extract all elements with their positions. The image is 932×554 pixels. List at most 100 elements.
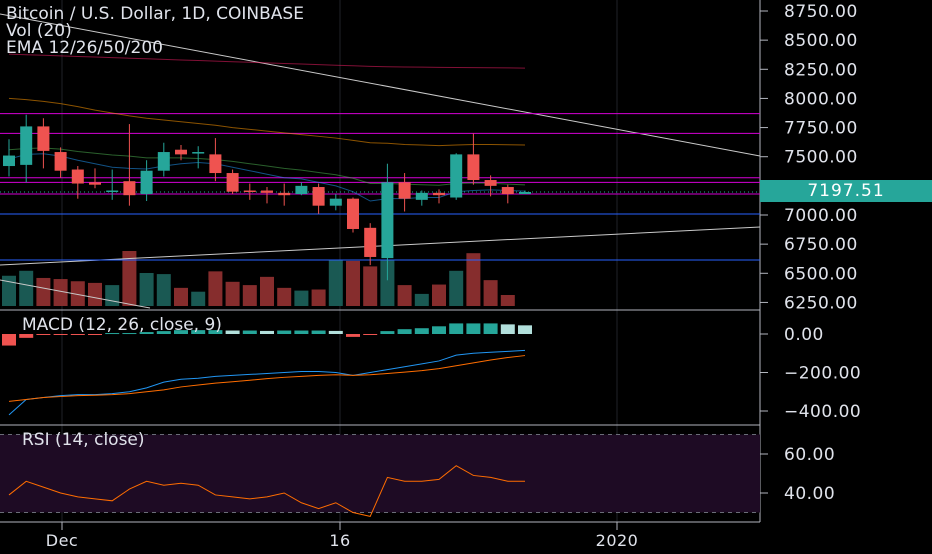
candle-body [312,187,325,206]
macd-histogram-bar [466,323,481,334]
volume-bar [328,259,343,306]
macd-histogram-bar [191,330,206,334]
macd-histogram-bar [294,330,309,334]
candle-body [329,198,342,206]
candle-body [433,192,445,196]
macd-signal-line [8,355,526,402]
candle-body [484,180,497,186]
macd-histogram-bar [88,334,102,335]
candle-body [467,154,480,181]
candle-body [71,169,84,184]
macd-histogram-bar [19,334,34,338]
macd-histogram-bar [260,330,274,334]
macd-histogram-bar [363,334,378,335]
trendline-volume [0,279,151,309]
candle-body [209,154,222,174]
candle-body [140,170,153,195]
trendline-ascending [0,226,761,266]
volume-bar [483,280,498,306]
macd-histogram-bar [500,324,515,334]
ema-line [8,53,526,69]
macd-histogram-bar [328,330,343,334]
macd-pane-title[interactable]: MACD (12, 26, close, 9) [22,315,222,335]
volume-bar [174,287,188,306]
time-tick-label: 16 [329,531,350,550]
price-tick-label: 7000.00 [784,206,858,226]
volume-bar [311,289,326,306]
volume-bar [191,291,206,306]
candle-body [519,191,531,195]
candle-body [243,190,256,193]
macd-histogram-bar [277,330,292,334]
candle-body [192,152,205,154]
macd-line [8,349,526,416]
macd-histogram-bar [414,328,429,334]
macd-histogram-bar [397,329,412,334]
price-tick-label: 7750.00 [784,119,858,139]
volume-bar [225,281,240,306]
time-tick-label: Dec [46,531,78,550]
macd-tick-label: −200.00 [784,364,861,384]
symbol-title[interactable]: Bitcoin / U.S. Dollar, 1D, COINBASE [6,4,304,24]
candle-body [123,181,136,196]
macd-histogram-bar [483,323,498,334]
macd-histogram-bar [311,330,326,334]
price-tick-label: 8000.00 [784,89,858,109]
volume-bar [414,293,429,306]
macd-histogram-bar [380,331,395,334]
volume-bar [19,270,34,306]
candle-body [278,192,291,196]
macd-histogram-bar [208,330,223,334]
volume-bar [105,285,120,306]
volume-bar [294,290,309,306]
macd-tick-label: −400.00 [784,402,861,422]
ema-line [8,147,526,186]
candle-body [89,182,101,185]
volume-bar [70,281,85,306]
rsi-pane-title[interactable]: RSI (14, close) [22,430,145,450]
price-tick-label: 6250.00 [784,293,858,313]
macd-histogram-bar [53,334,68,335]
candle-body [3,155,15,167]
volume-bar [88,282,102,306]
rsi-tick-label: 40.00 [784,484,835,504]
macd-histogram-bar [518,325,532,334]
volume-bar [363,266,378,306]
candle-body [157,152,170,171]
volume-bar [277,287,292,306]
trendline-descending [0,13,761,157]
price-tick-label: 6750.00 [784,235,858,255]
volume-indicator-label[interactable]: Vol (20) [6,21,72,41]
candle-body [398,182,411,199]
macd-histogram-bar [225,330,240,334]
volume-bar [380,259,395,306]
volume-bar [242,285,257,306]
ema-indicator-label[interactable]: EMA 12/26/50/200 [6,38,163,58]
volume-bar [208,271,223,306]
macd-tick-label: 0.00 [784,325,824,345]
volume-bar [139,273,154,306]
volume-bar [346,260,360,306]
macd-histogram-bar [449,323,464,334]
candle-body [54,152,67,171]
price-tick-label: 8750.00 [784,2,858,22]
rsi-tick-label: 60.00 [784,445,835,465]
candle-body [20,126,33,165]
last-price-badge: 7197.51 [760,180,932,202]
volume-bar [466,253,481,306]
candle-body [37,126,50,151]
macd-histogram-bar [36,334,51,335]
price-tick-label: 6500.00 [784,264,858,284]
price-tick-label: 8500.00 [784,31,858,51]
macd-histogram-bar [156,331,171,334]
volume-bar [500,295,515,306]
volume-bar [36,277,51,306]
volume-bar [156,274,171,306]
volume-bar [449,270,464,306]
price-tick-label: 8250.00 [784,60,858,80]
candle-body [261,190,273,193]
macd-histogram-bar [432,326,446,334]
ema-line [8,97,526,147]
